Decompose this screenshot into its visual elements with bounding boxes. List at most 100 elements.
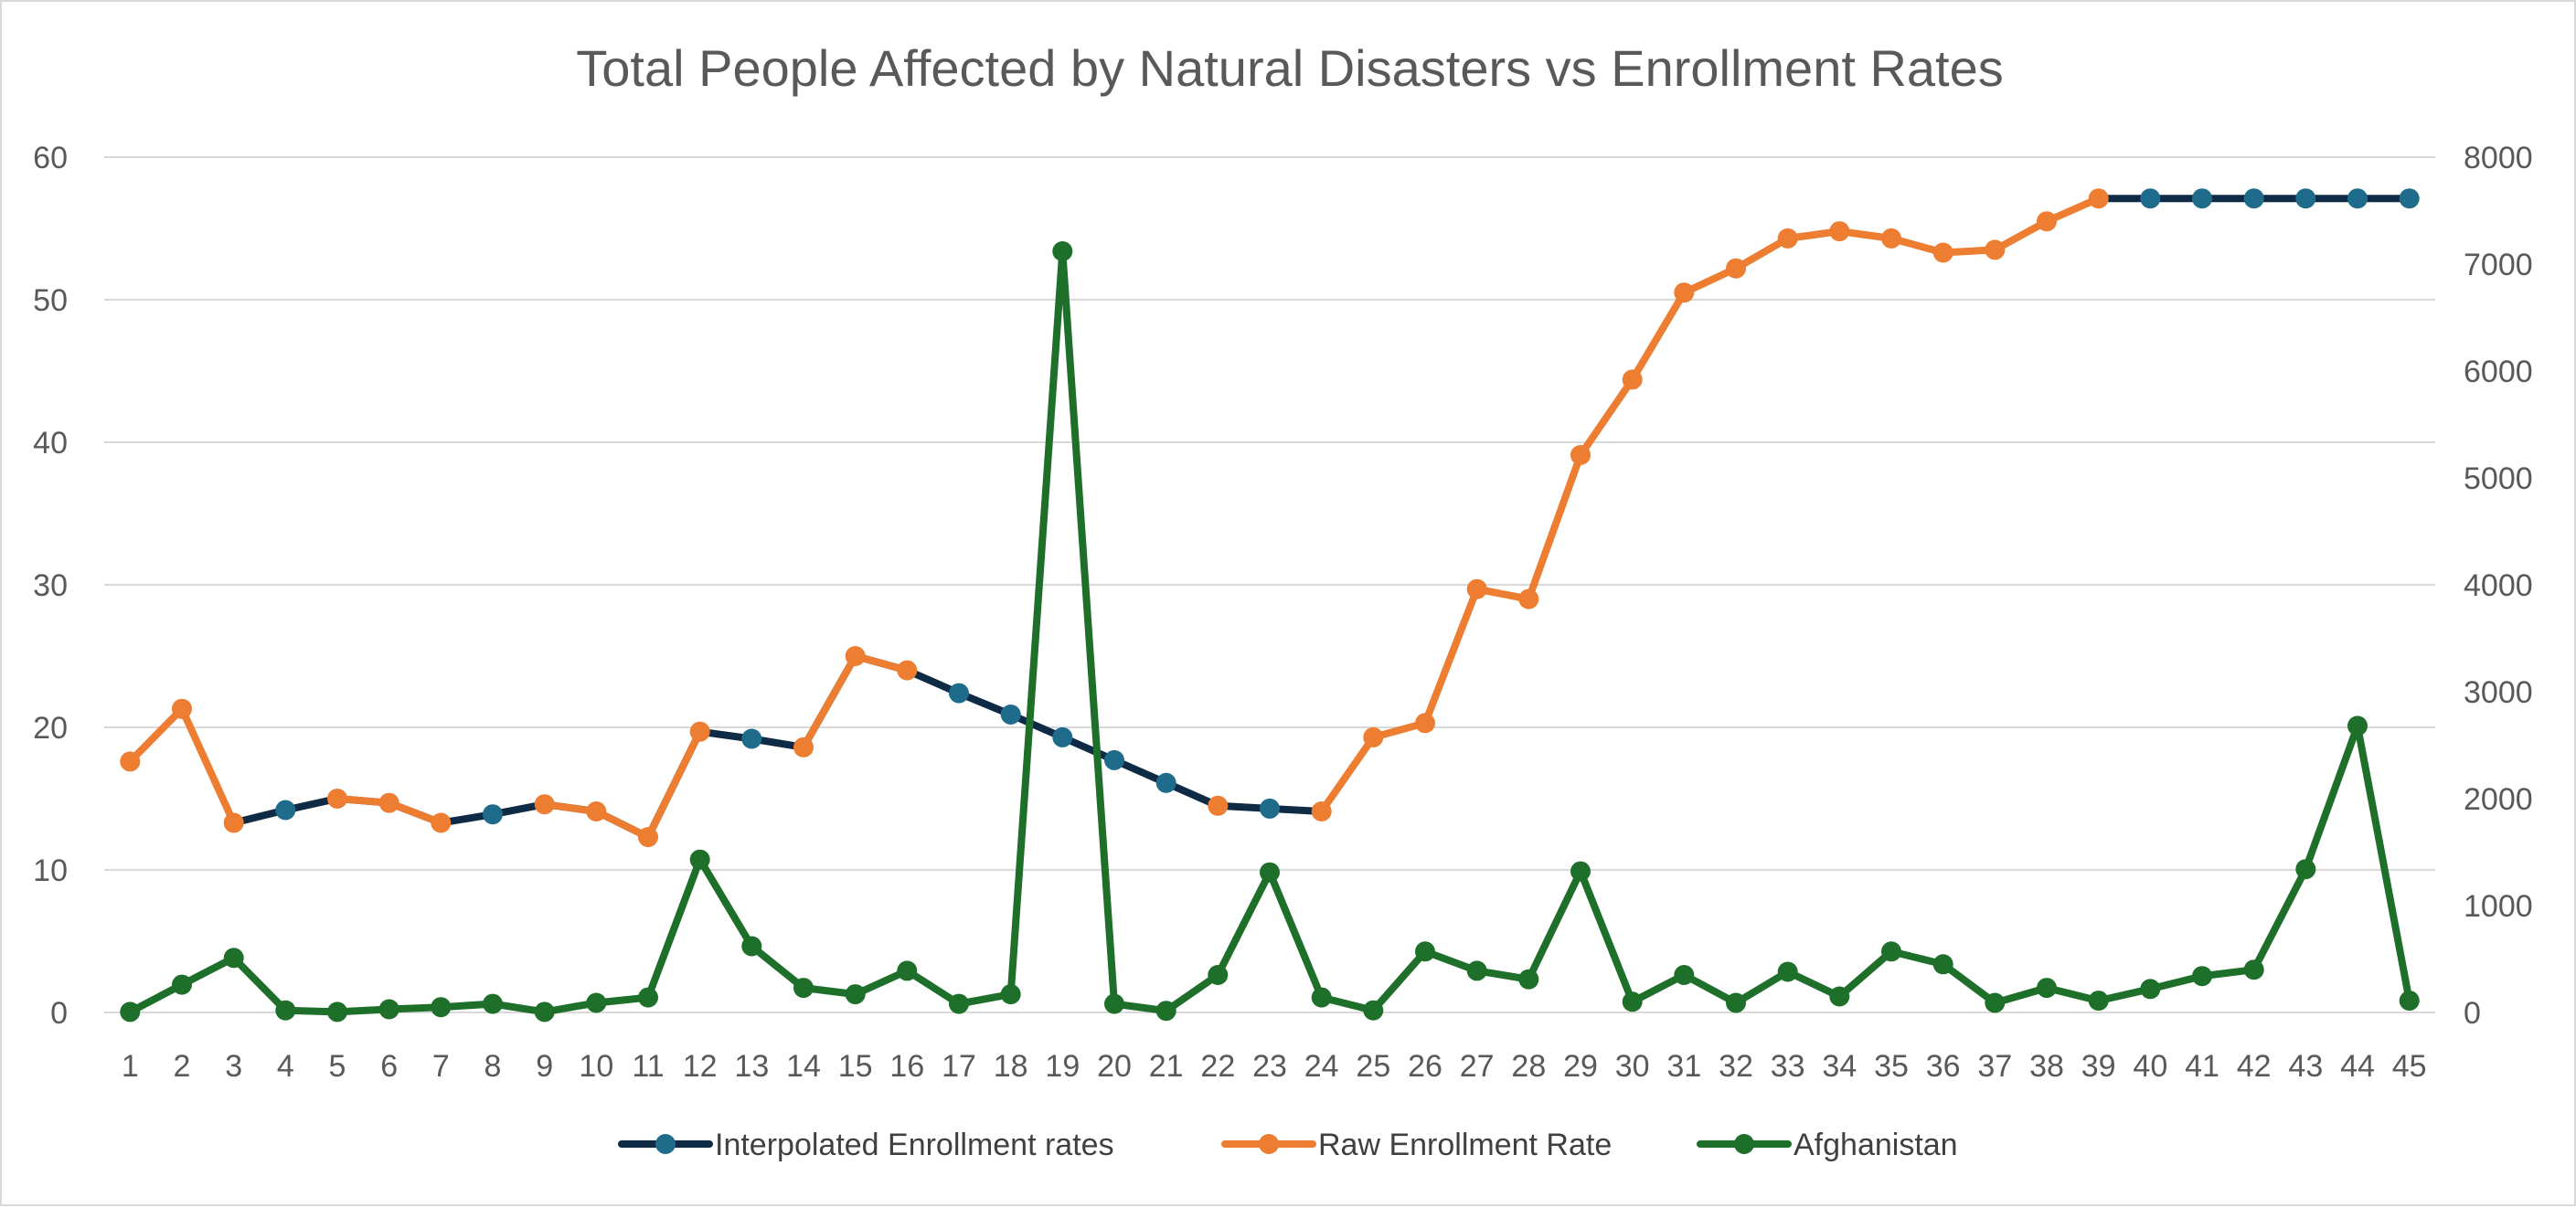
x-tick-label: 43 [2288,1049,2323,1084]
right-tick-label: 7000 [2464,248,2533,282]
afghanistan-point [2399,991,2420,1012]
afghanistan-line [126,248,2413,1016]
interpolated-enrollment-point [1260,798,1280,819]
afghanistan-point [172,974,192,995]
afghanistan-point [1260,862,1280,883]
interpolated-enrollment-point [2243,188,2264,209]
x-tick-label: 11 [632,1049,664,1084]
raw-enrollment-line [540,727,704,842]
x-tick-label: 24 [1304,1049,1339,1084]
raw-enrollment-point [1208,795,1229,816]
x-axis: 1 2 3 4 5 6 7 8 9 10 11 12 13 14 15 16 17 18 19 20 21 22 23 24 2… [122,1049,2427,1084]
right-tick-label: 1000 [2464,889,2533,924]
raw-enrollment-point [1674,282,1695,303]
raw-enrollment-point [1415,713,1435,734]
x-tick-label: 23 [1252,1049,1287,1084]
legend-label: Afghanistan [1794,1128,1958,1162]
afghanistan-point [2347,715,2368,736]
left-tick-label: 30 [33,568,68,603]
x-tick-label: 45 [2392,1049,2427,1084]
raw-enrollment-point [1985,239,2006,260]
left-tick-label: 60 [33,141,68,175]
interpolated-enrollment-point [2192,188,2212,209]
raw-enrollment-point [1932,242,1953,263]
interpolated-enrollment-point [1155,772,1176,793]
x-tick-label: 4 [277,1049,294,1084]
afghanistan-point [431,997,452,1018]
raw-enrollment-point [1518,588,1539,609]
interpolated-enrollment-line [229,652,1325,842]
raw-enrollment-point [431,812,452,833]
interpolated-enrollment-point [1000,705,1021,725]
raw-enrollment-point [327,789,347,809]
left-tick-label: 10 [33,853,68,888]
raw-enrollment-point [223,812,244,833]
x-tick-label: 36 [1926,1049,1961,1084]
afghanistan-point [327,1001,347,1023]
afghanistan-point [378,999,399,1020]
legend-label: Interpolated Enrollment rates [715,1128,1114,1162]
x-tick-label: 22 [1200,1049,1235,1084]
interpolated-enrollment-point [949,683,969,704]
x-tick-label: 18 [994,1049,1028,1084]
afghanistan-point [638,987,658,1008]
raw-enrollment-point [845,646,866,666]
interpolated-enrollment-point [1052,726,1073,747]
afghanistan-point [949,993,969,1014]
raw-enrollment-point [1829,221,1850,242]
afghanistan-point [2088,991,2109,1012]
right-tick-label: 5000 [2464,461,2533,496]
legend-label: Raw Enrollment Rate [1318,1128,1612,1162]
afghanistan-point [1466,960,1487,981]
raw-enrollment-point [120,751,141,772]
raw-enrollment-point [1466,578,1487,599]
x-tick-label: 39 [2081,1049,2116,1084]
x-tick-label: 12 [683,1049,718,1084]
raw-enrollment-point [2088,188,2109,209]
interpolated-enrollment-point [2140,188,2161,209]
afghanistan-point [1311,987,1332,1008]
x-tick-label: 38 [2029,1049,2064,1084]
afghanistan-point [2140,979,2161,1000]
afghanistan-point [1518,969,1539,990]
afghanistan-point [1208,965,1229,985]
x-tick-label: 19 [1045,1049,1080,1084]
x-tick-label: 29 [1563,1049,1598,1084]
raw-enrollment-line [800,652,911,751]
afghanistan-point [897,960,918,981]
x-tick-label: 5 [329,1049,346,1084]
raw-enrollment-point [1363,726,1384,747]
interpolated-enrollment-point [2399,188,2420,209]
right-axis: 0 1000 2000 3000 4000 5000 6000 7000 8000 [2464,141,2533,1031]
x-tick-label: 44 [2340,1049,2375,1084]
x-tick-label: 3 [225,1049,242,1084]
raw-enrollment-point [1726,258,1746,279]
x-tick-label: 31 [1666,1049,1701,1084]
left-tick-label: 50 [33,283,68,318]
x-tick-label: 15 [838,1049,873,1084]
right-tick-label: 2000 [2464,782,2533,817]
afghanistan-point [1932,954,1953,975]
right-tick-label: 3000 [2464,675,2533,710]
x-tick-label: 7 [432,1049,450,1084]
afghanistan-point [2192,966,2212,987]
raw-enrollment-point [1622,369,1643,390]
afghanistan-point [1985,992,2006,1013]
x-tick-label: 35 [1874,1049,1909,1084]
afghanistan-point [2037,978,2057,999]
interpolated-enrollment-point [741,728,762,749]
raw-enrollment-point [689,721,710,742]
afghanistan-point [2243,959,2264,980]
x-tick-label: 37 [1977,1049,2012,1084]
afghanistan-point [586,992,607,1013]
afghanistan-point [1622,991,1643,1012]
afghanistan-point [1052,241,1073,261]
legend: Interpolated Enrollment rates Raw Enrollm… [618,1128,1958,1162]
afghanistan-point [1881,941,1901,962]
raw-enrollment-point [793,736,814,758]
x-tick-label: 6 [380,1049,398,1084]
afghanistan-point [2295,859,2316,880]
x-tick-label: 40 [2133,1049,2167,1084]
interpolated-enrollment-point [2295,188,2316,209]
